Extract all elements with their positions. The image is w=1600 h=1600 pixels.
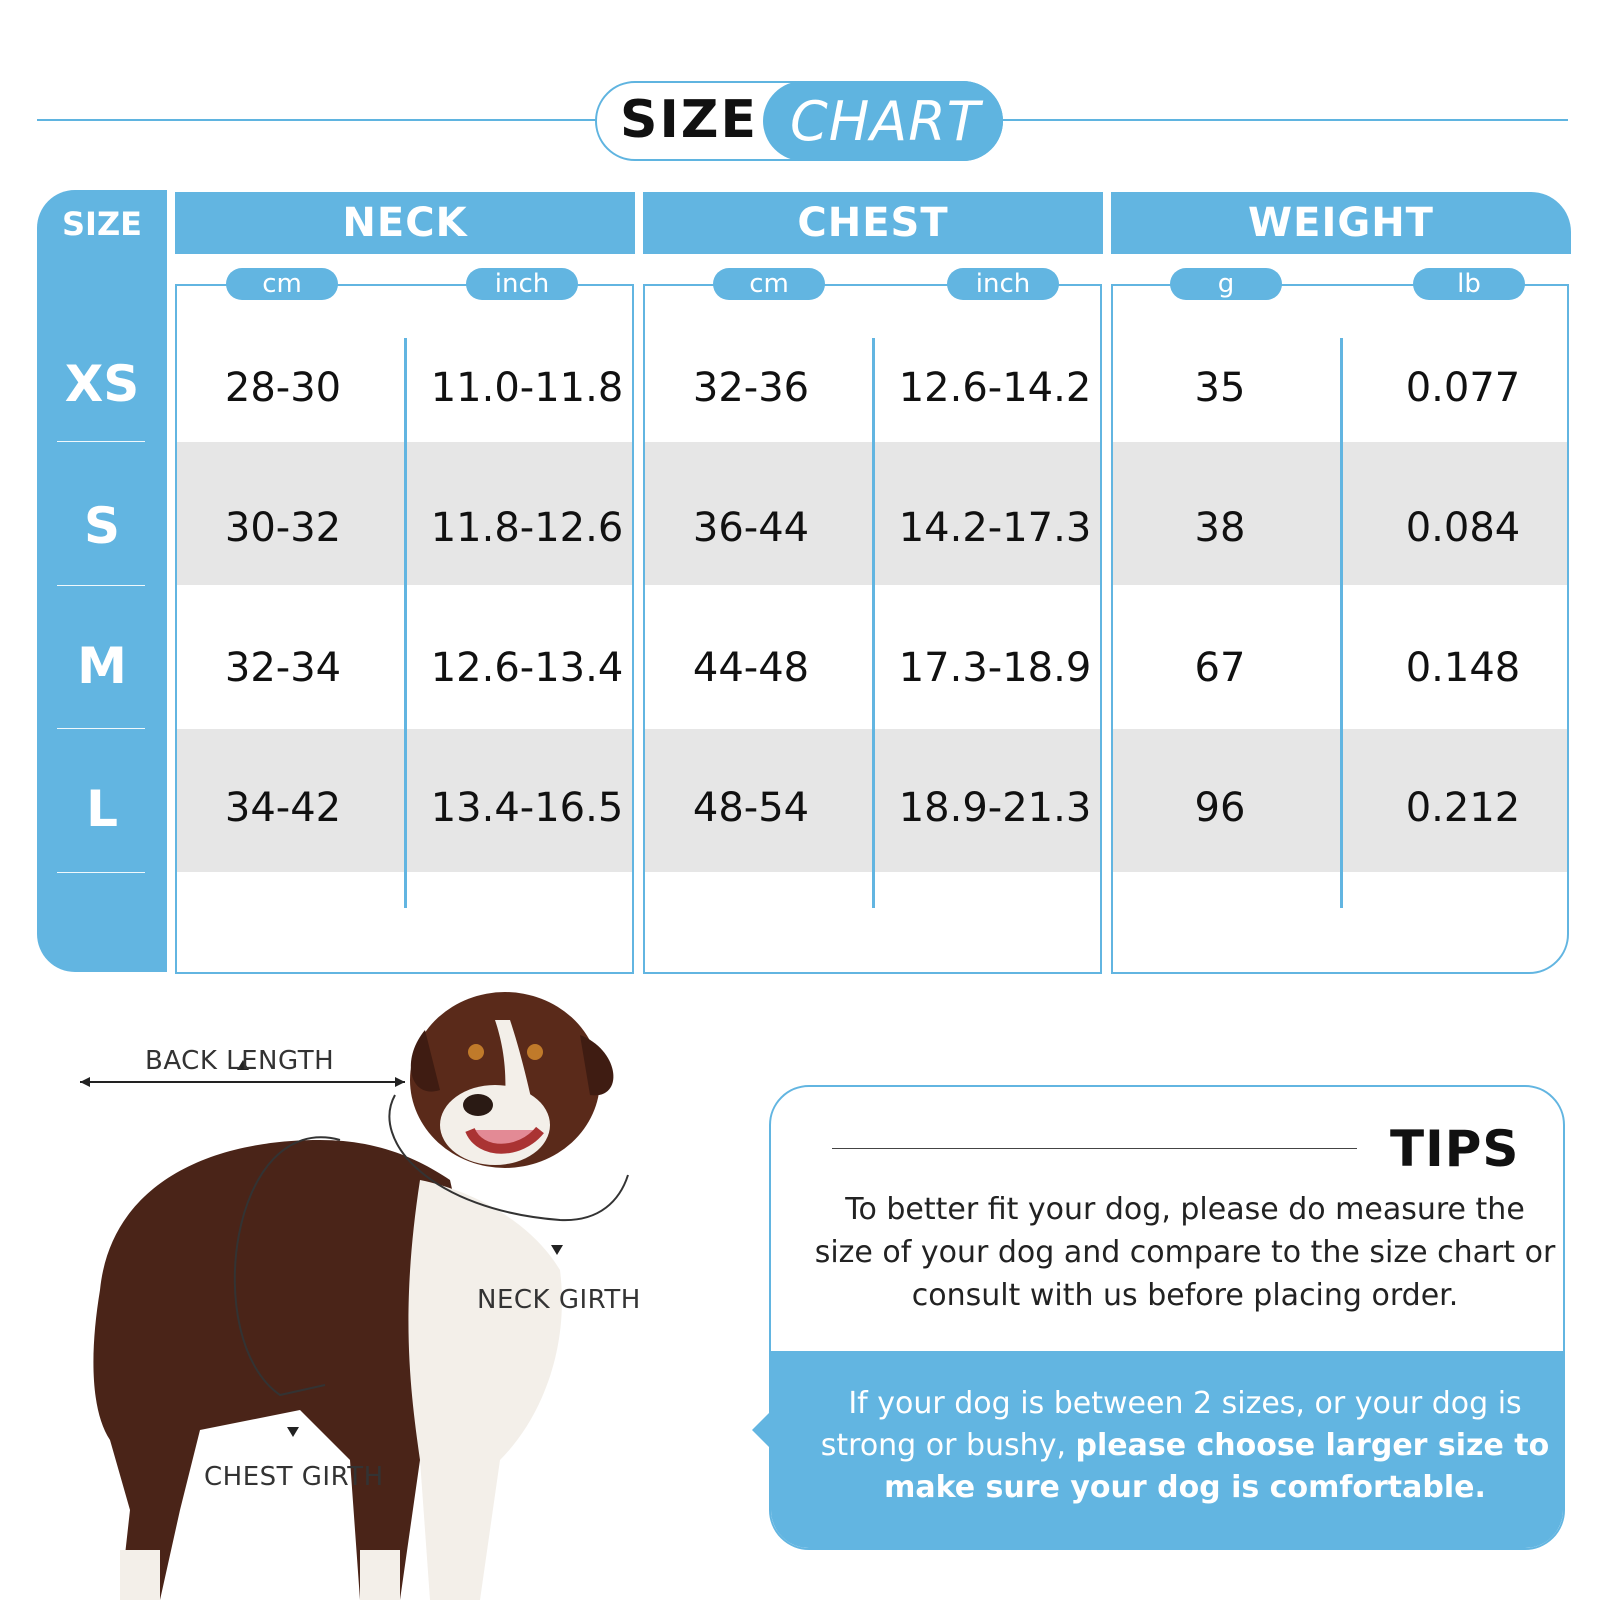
cell-l-chest-inch: 18.9-21.3: [898, 785, 1092, 831]
tips-rule: [832, 1148, 1357, 1149]
title-pill: [595, 81, 1003, 161]
tips-note: If your dog is between 2 sizes, or your …: [812, 1383, 1558, 1509]
title-line-right: [1003, 119, 1568, 121]
tips-note-plain: If your dog is between 2 sizes, or your …: [820, 1386, 1522, 1463]
cell-s-weight-lb: 0.084: [1405, 505, 1521, 551]
neck-column-divider: [404, 338, 407, 908]
cell-l-neck-cm: 34-42: [224, 785, 342, 831]
dog-illustration: [80, 992, 629, 1600]
cell-l-chest-cm: 48-54: [692, 785, 810, 831]
cell-xs-chest-cm: 32-36: [692, 365, 810, 411]
cell-m-chest-inch: 17.3-18.9: [898, 645, 1092, 691]
title-chart: CHART: [790, 90, 981, 153]
back-length-label: BACK LENGTH: [145, 1046, 335, 1076]
cell-l-weight-g: 96: [1194, 785, 1246, 831]
unit-weight-g: g: [1170, 268, 1282, 300]
cell-m-neck-cm: 32-34: [224, 645, 342, 691]
size-divider: [57, 872, 145, 873]
chest-column-divider: [872, 338, 875, 908]
neck-header: NECK: [175, 192, 635, 254]
cell-m-chest-cm: 44-48: [692, 645, 810, 691]
unit-neck-cm: cm: [226, 268, 338, 300]
size-column: [37, 190, 167, 972]
unit-chest-cm: cm: [713, 268, 825, 300]
title-line-left: [37, 119, 597, 121]
tips-title: TIPS: [1390, 1120, 1520, 1178]
size-label-m: M: [77, 637, 127, 695]
cell-s-weight-g: 38: [1194, 505, 1246, 551]
cell-s-neck-cm: 30-32: [224, 505, 342, 551]
cell-xs-chest-inch: 12.6-14.2: [898, 365, 1092, 411]
cell-xs-weight-g: 35: [1194, 365, 1246, 411]
size-label-l: L: [86, 780, 118, 838]
cell-xs-neck-cm: 28-30: [224, 365, 342, 411]
cell-xs-neck-inch: 11.0-11.8: [430, 365, 624, 411]
size-divider: [57, 441, 145, 442]
cell-s-neck-inch: 11.8-12.6: [430, 505, 624, 551]
neck-group-box: [175, 284, 634, 974]
cell-l-neck-inch: 13.4-16.5: [430, 785, 624, 831]
size-header: SIZE: [61, 205, 142, 243]
tips-notch: [752, 1412, 770, 1448]
cell-m-weight-lb: 0.148: [1405, 645, 1521, 691]
size-label-s: S: [83, 497, 120, 555]
tips-text: To better fit your dog, please do measur…: [814, 1192, 1556, 1313]
unit-chest-inch: inch: [947, 268, 1059, 300]
weight-header: WEIGHT: [1111, 192, 1571, 254]
unit-weight-lb: lb: [1413, 268, 1525, 300]
cell-s-chest-cm: 36-44: [692, 505, 810, 551]
cell-m-neck-inch: 12.6-13.4: [430, 645, 624, 691]
chest-group-box: [643, 284, 1102, 974]
weight-column-divider: [1340, 338, 1343, 908]
tips-box: [769, 1085, 1565, 1550]
weight-group-box: [1111, 284, 1569, 974]
chest-girth-label: CHEST GIRTH: [204, 1462, 384, 1492]
title-size: SIZE: [620, 90, 759, 150]
neck-girth-label: NECK GIRTH: [477, 1285, 641, 1315]
size-label-xs: XS: [64, 355, 140, 413]
cell-s-chest-inch: 14.2-17.3: [898, 505, 1092, 551]
size-divider: [57, 585, 145, 586]
size-divider: [57, 728, 145, 729]
cell-m-weight-g: 67: [1194, 645, 1246, 691]
unit-neck-inch: inch: [466, 268, 578, 300]
tips-note-bold: please choose larger size to make sure y…: [884, 1428, 1550, 1505]
cell-l-weight-lb: 0.212: [1405, 785, 1521, 831]
cell-xs-weight-lb: 0.077: [1405, 365, 1521, 411]
chest-header: CHEST: [643, 192, 1103, 254]
